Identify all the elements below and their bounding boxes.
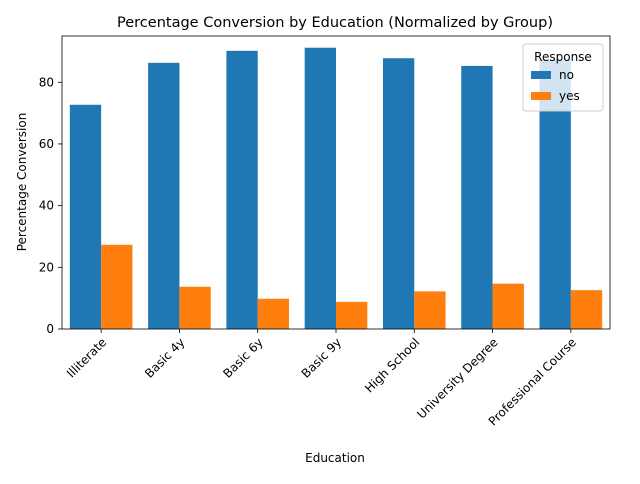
bar-yes-2 [257,298,290,329]
bar-yes-3 [336,301,368,329]
y-tick-label-2: 40 [39,199,54,213]
x-tick-label-6: Professional Course [486,335,579,428]
bar-no-1 [148,62,180,329]
bar-yes-6 [570,290,603,329]
legend-title: Response [534,50,592,64]
x-axis-ticks: Illiterate Basic 4y Basic 6y Basic 9y High S… [64,329,579,428]
y-axis-label: Percentage Conversion [15,113,29,252]
legend-swatch-yes [531,92,551,100]
axes-frame [61,35,611,330]
x-axis-label: Education [305,451,365,465]
chart-title: Percentage Conversion by Education (Norm… [117,15,553,31]
legend: Response no yes [522,43,604,112]
bar-yes-1 [179,286,211,329]
bar-no-5 [461,65,493,329]
bar-yes-0 [101,244,133,329]
y-tick-label-1: 20 [39,260,54,274]
bars-group [69,47,603,330]
y-axis-ticks: 0 20 40 60 80 [39,75,62,336]
x-tick-label-2: Basic 6y [220,335,265,380]
bar-yes-5 [492,283,524,329]
bar-yes-4 [414,291,446,329]
x-tick-label-0: Illiterate [64,335,109,380]
bar-no-2 [226,50,258,330]
legend-label-yes: yes [559,89,580,103]
bar-no-0 [69,104,102,329]
legend-swatch-no [531,71,551,79]
legend-label-no: no [559,68,574,82]
y-tick-label-3: 60 [39,137,54,151]
bar-no-4 [382,58,415,330]
axes-border [61,35,611,330]
x-tick-label-1: Basic 4y [142,335,187,380]
x-tick-label-4: High School [362,335,422,395]
y-tick-label-0: 0 [46,322,54,336]
y-tick-label-4: 80 [39,75,54,89]
x-tick-label-3: Basic 9y [299,335,344,380]
x-tick-label-5: University Degree [414,335,500,421]
bar-no-3 [304,47,336,329]
